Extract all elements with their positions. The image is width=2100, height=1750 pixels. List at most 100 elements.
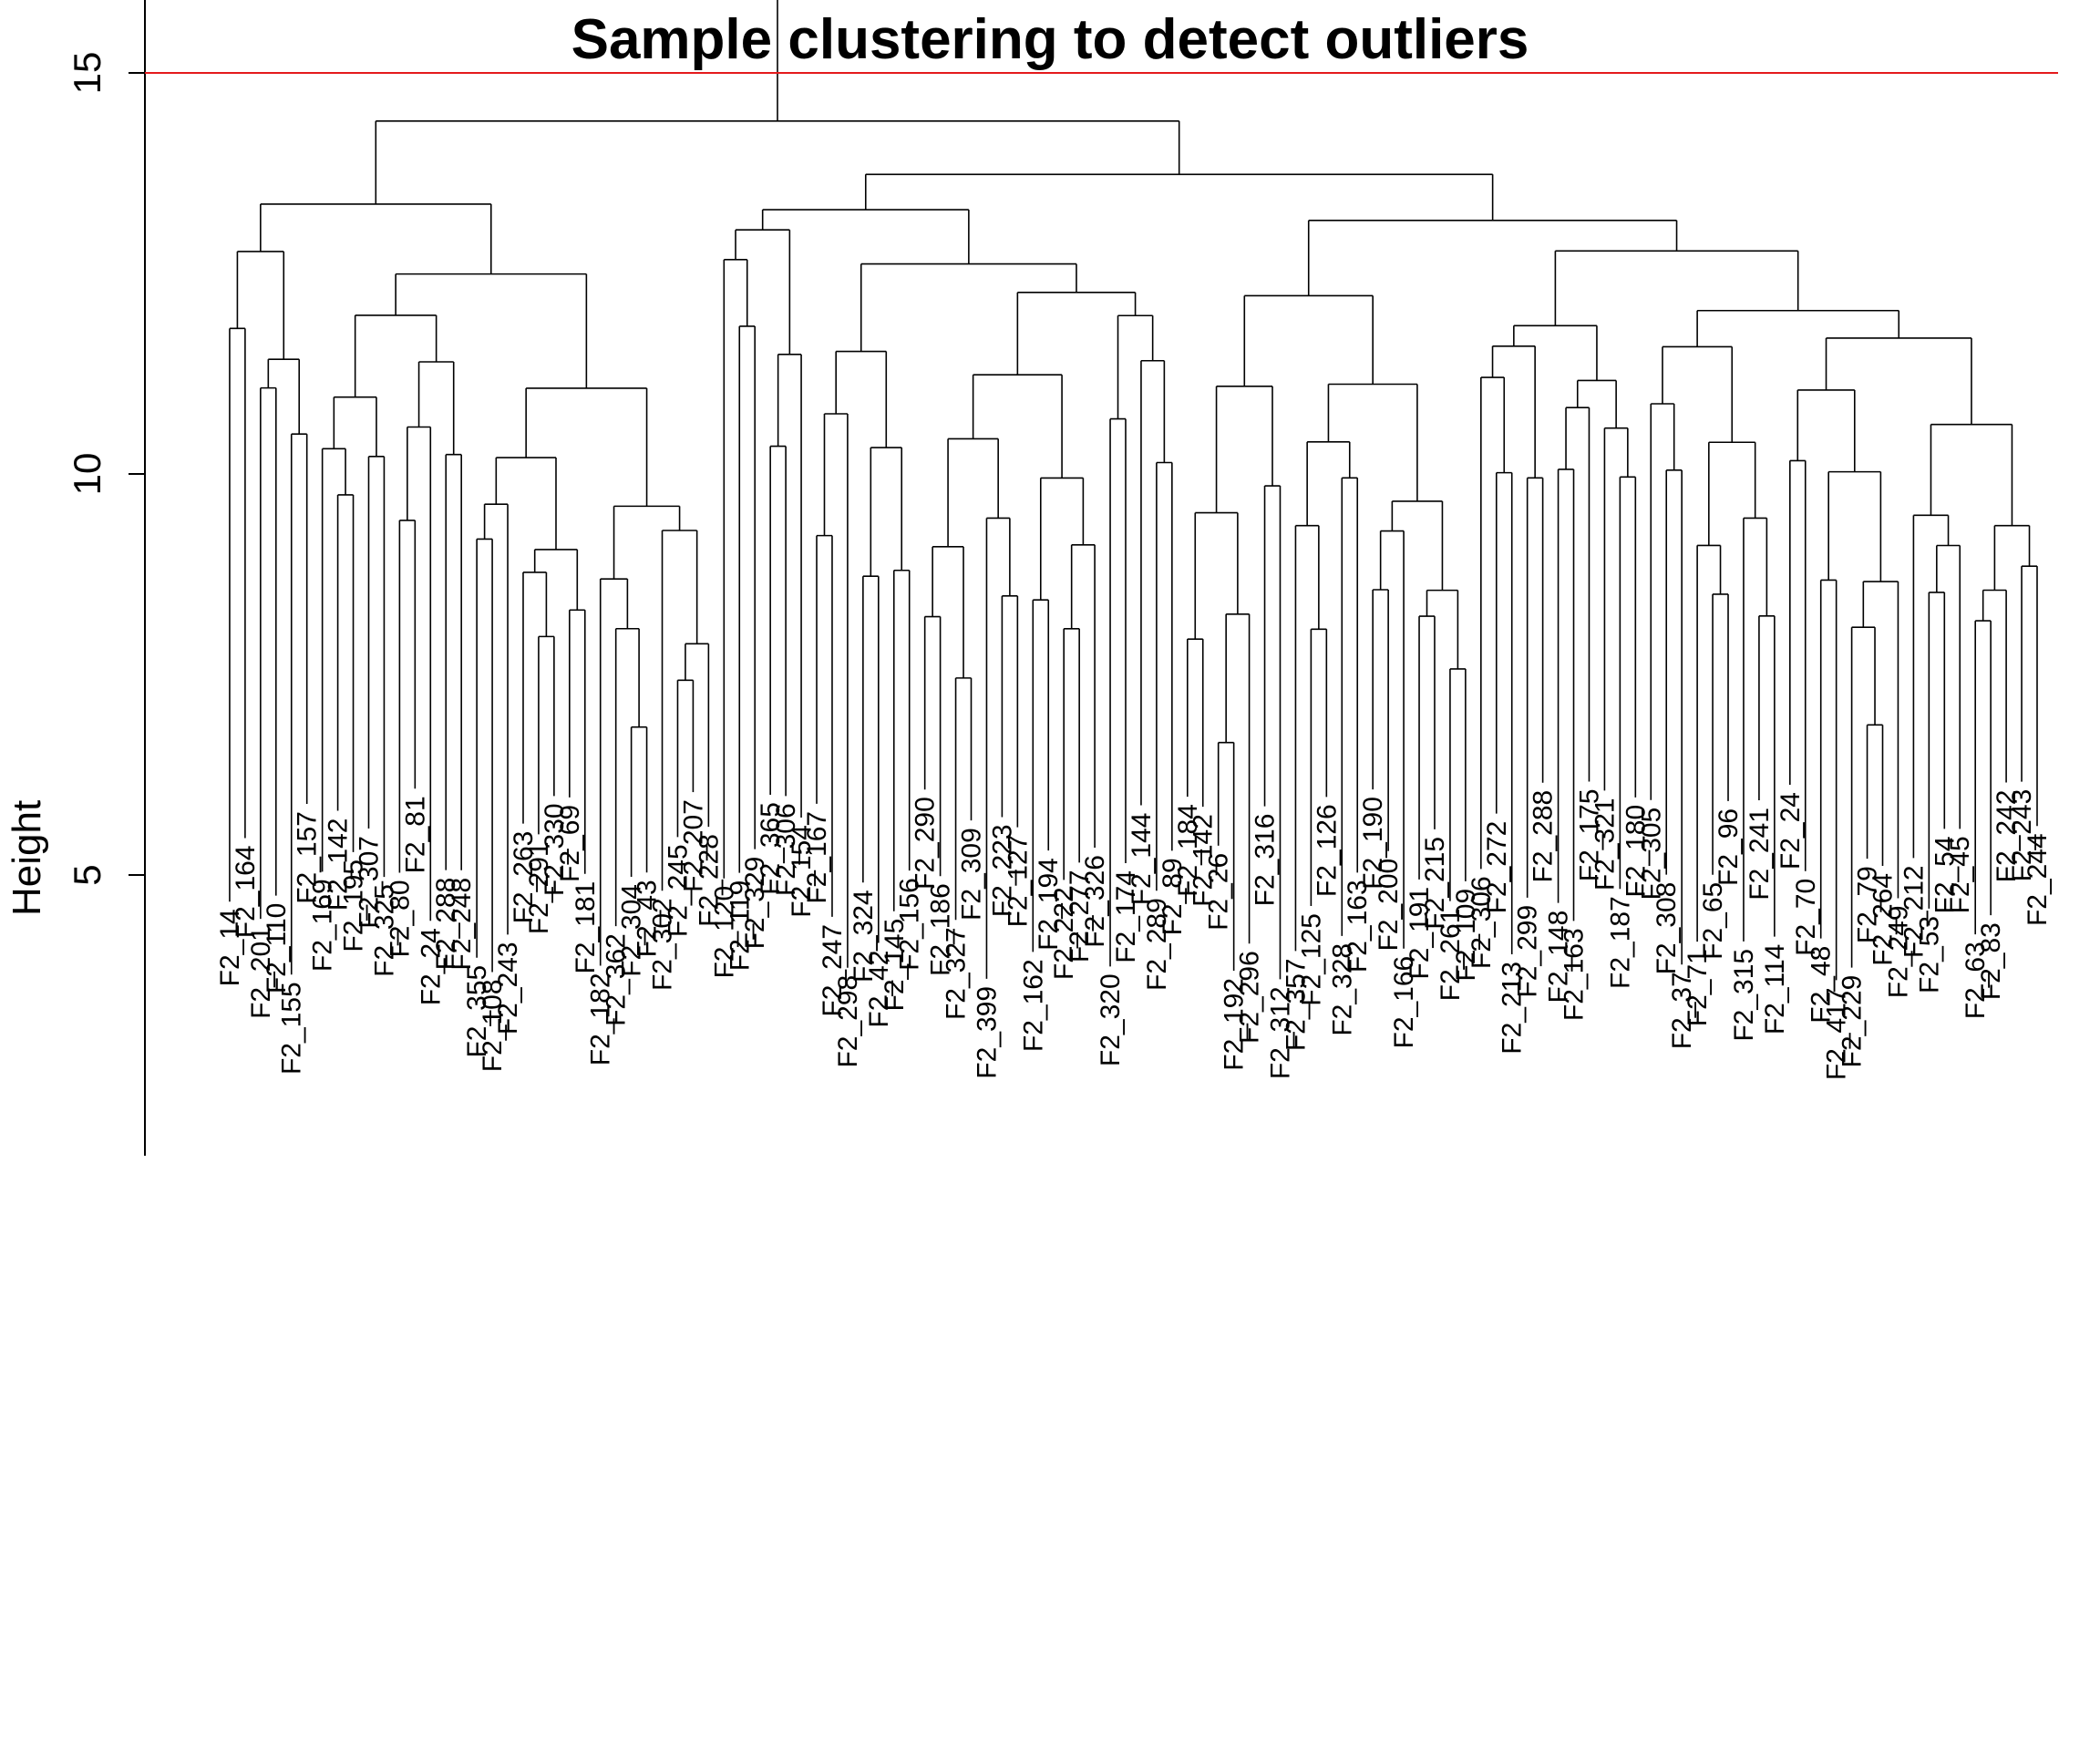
leaf-label: F2_241 bbox=[1745, 808, 1775, 901]
chart-title: Sample clustering to detect outliers bbox=[571, 8, 1529, 71]
leaf-label: F2_71 bbox=[1683, 949, 1713, 1026]
leaf-label: F2_126 bbox=[1312, 804, 1342, 897]
leaf-label: F2_263 bbox=[509, 831, 539, 924]
leaf-label: F2_200 bbox=[1374, 859, 1404, 952]
leaf-label: F2_305 bbox=[1636, 808, 1666, 901]
leaf-label: F2_249 bbox=[1883, 905, 1913, 998]
leaf-label: F2_164 bbox=[231, 845, 261, 938]
leaf-label: F2_299 bbox=[1513, 905, 1543, 998]
leaf-label: F2_215 bbox=[1420, 837, 1450, 930]
leaf-label: F2_326 bbox=[1080, 855, 1110, 948]
leaf-label: F2_89 bbox=[1158, 858, 1188, 935]
leaf-label: F2_174 bbox=[1111, 870, 1141, 963]
leaf-label: F2_157 bbox=[293, 811, 323, 904]
leaf-label: F2_228 bbox=[694, 834, 724, 927]
leaf-label: F2_120 bbox=[709, 886, 739, 979]
y-tick-label: 10 bbox=[66, 453, 108, 496]
leaf-label: F2_357 bbox=[1281, 958, 1311, 1051]
leaf-label: F2_154 bbox=[787, 825, 817, 918]
leaf-label: F2_272 bbox=[1482, 821, 1512, 914]
leaf-label: F2_163 bbox=[1560, 928, 1590, 1021]
leaf-label: F2_213 bbox=[1498, 962, 1528, 1055]
leaf-label: F2_148 bbox=[1544, 911, 1574, 1004]
leaf-label: F2_26 bbox=[1204, 853, 1234, 931]
leaf-label: F2_223 bbox=[987, 824, 1017, 917]
leaf-label: F2_45 bbox=[1945, 836, 1975, 913]
leaf-label: F2_355 bbox=[462, 965, 492, 1058]
leaf-label: F2_222 bbox=[1049, 887, 1079, 980]
leaf-label: F2_321 bbox=[1590, 798, 1620, 890]
leaf-label: F2_63 bbox=[1961, 942, 1991, 1019]
leaf-label: F2_166 bbox=[1389, 956, 1419, 1049]
y-axis: 5 10 15 bbox=[66, 0, 146, 1156]
leaf-labels: F2_221F2_14F2_164F2_201F2_110F2_155F2_15… bbox=[215, 788, 2053, 1080]
leaf-label: F2_245 bbox=[663, 844, 693, 937]
leaf-label: F2_190 bbox=[1358, 797, 1388, 890]
leaf-label: F2_264 bbox=[1868, 873, 1899, 966]
leaf-label: F2_81 bbox=[400, 796, 430, 873]
leaf-label: F2_108 bbox=[478, 979, 508, 1072]
leaf-label: F2_306 bbox=[771, 803, 801, 896]
leaf-label: F2_308 bbox=[1652, 882, 1682, 975]
leaf-label: F2_328 bbox=[1327, 943, 1357, 1036]
leaf-label: F2_110 bbox=[262, 903, 292, 994]
leaf-label: F2_290 bbox=[911, 797, 941, 890]
leaf-label: F2_315 bbox=[1729, 949, 1759, 1042]
leaf-label: F2_243 bbox=[493, 942, 523, 1035]
leaf-label: F2_109 bbox=[1451, 889, 1481, 982]
leaf-label: F2_144 bbox=[1127, 813, 1157, 906]
leaf-label: F2_142 bbox=[1189, 814, 1219, 907]
leaf-label: F2_142 bbox=[324, 818, 354, 911]
leaf-label: F2_304 bbox=[617, 884, 647, 977]
leaf-label: F2_296 bbox=[1235, 951, 1265, 1044]
leaf-label: F2_365 bbox=[756, 802, 786, 895]
leaf-label: F2_145 bbox=[880, 919, 910, 1012]
leaf-label: F2_229 bbox=[1838, 975, 1868, 1068]
leaf-label: F2_298 bbox=[833, 975, 863, 1068]
leaf-label: F2_181 bbox=[571, 881, 601, 974]
leaf-label: F2_212 bbox=[1899, 865, 1929, 958]
leaf-label: F2_329 bbox=[740, 857, 770, 950]
leaf-label: F2_175 bbox=[1574, 788, 1604, 881]
leaf-label: F2_119 bbox=[725, 880, 755, 972]
dendrogram-branches bbox=[229, 0, 2038, 981]
leaf-label: F2_399 bbox=[972, 986, 1002, 1079]
leaf-label: F2_316 bbox=[1251, 814, 1281, 907]
leaf-label: F2_325 bbox=[369, 884, 399, 977]
leaf-label: F2_207 bbox=[678, 799, 708, 892]
leaf-label: F2_125 bbox=[1296, 913, 1326, 1006]
leaf-label: F2_187 bbox=[1605, 896, 1635, 989]
leaf-label: F2_195 bbox=[339, 860, 369, 952]
leaf-label: F2_24 bbox=[416, 928, 446, 1005]
leaf-label: F2_65 bbox=[1698, 882, 1728, 960]
leaf-label: F2_69 bbox=[555, 805, 585, 882]
leaf-label: F2_362 bbox=[602, 933, 632, 1026]
leaf-label: F2_192 bbox=[1220, 978, 1250, 1071]
leaf-label: F2_162 bbox=[1018, 959, 1048, 1052]
leaf-label: F2_307 bbox=[354, 836, 384, 929]
leaf-label: F2_14 bbox=[215, 909, 245, 986]
leaf-label: F2_80 bbox=[385, 880, 415, 957]
leaf-label: F2_48 bbox=[1807, 946, 1837, 1024]
leaf-label: F2_261 bbox=[1436, 909, 1466, 1002]
leaf-label: F2_167 bbox=[802, 811, 832, 904]
leaf-label: F2_191 bbox=[1405, 887, 1435, 980]
leaf-label: F2_288 bbox=[1529, 790, 1559, 883]
leaf-label: F2_186 bbox=[926, 883, 956, 976]
leaf-label: F2_127 bbox=[1003, 835, 1033, 928]
y-tick-label: 15 bbox=[66, 52, 108, 95]
leaf-label: F2_79 bbox=[1853, 866, 1883, 943]
leaf-label: F2_70 bbox=[1791, 879, 1821, 956]
leaf-label: F2_114 bbox=[1760, 944, 1790, 1035]
leaf-label: F2_182 bbox=[586, 973, 616, 1065]
leaf-label: F2_201 bbox=[246, 926, 276, 1019]
leaf-label: F2_43 bbox=[633, 880, 663, 957]
leaf-label: F2_180 bbox=[1621, 805, 1651, 898]
leaf-label: F2_277 bbox=[1065, 870, 1095, 962]
leaf-label: F2_194 bbox=[1034, 858, 1064, 951]
leaf-label: F2_24 bbox=[1776, 792, 1806, 870]
leaf-label: F2_302 bbox=[648, 898, 678, 991]
leaf-label: F2_248 bbox=[447, 878, 477, 971]
leaf-label: F2_37 bbox=[1667, 972, 1697, 1049]
